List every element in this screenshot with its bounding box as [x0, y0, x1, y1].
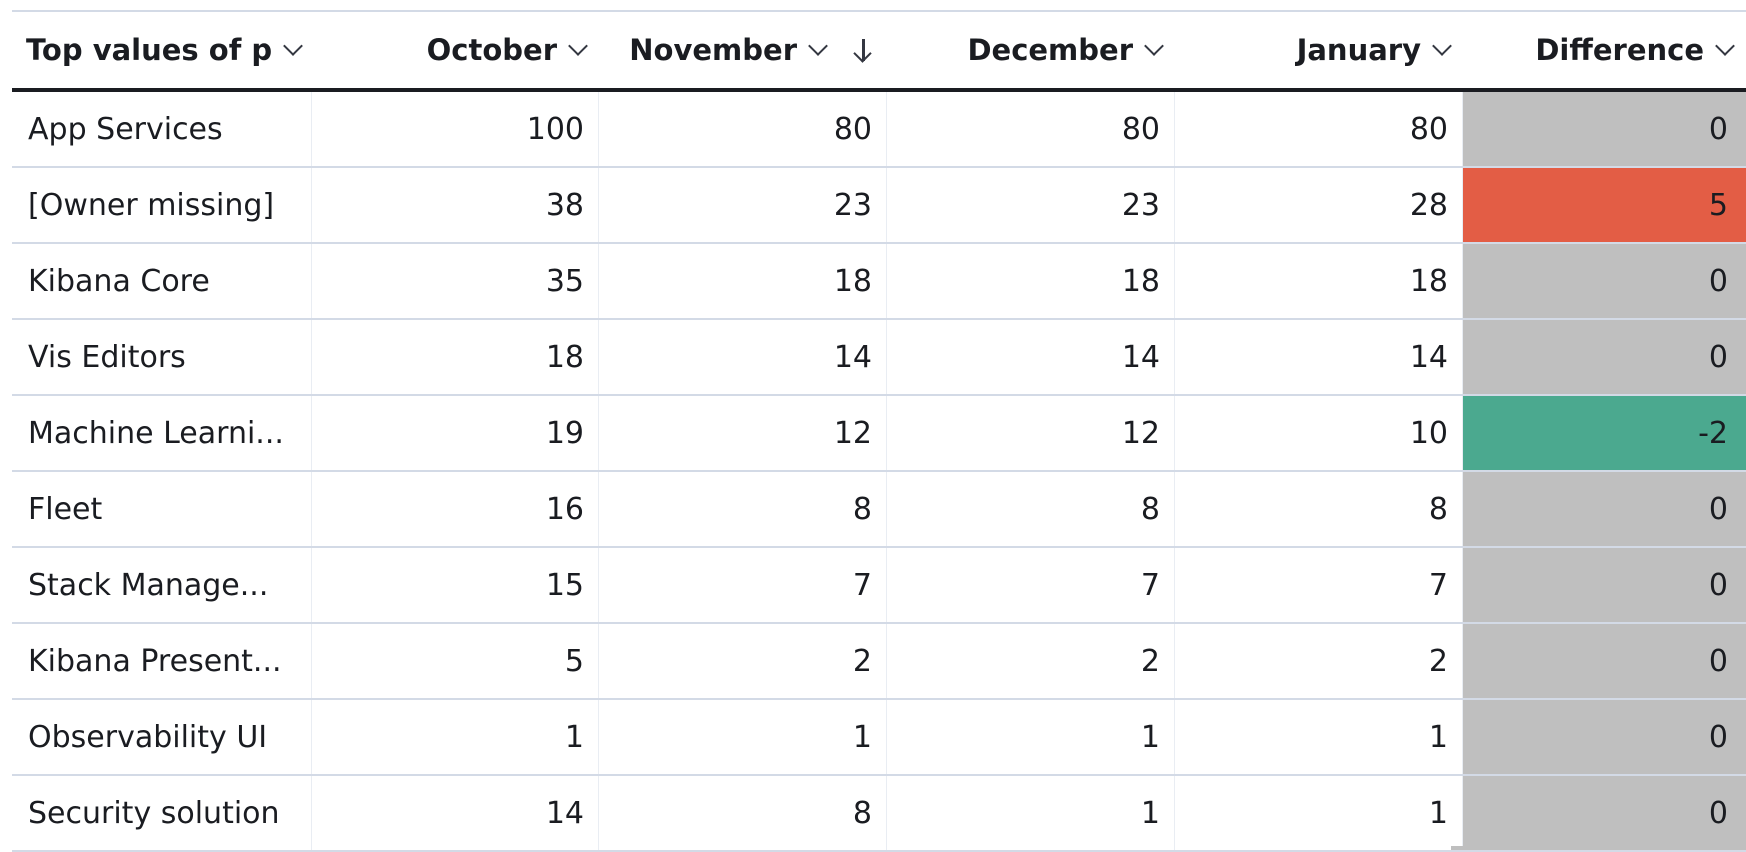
cell-top-value[interactable]: App Services — [12, 92, 312, 166]
cell-top-value[interactable]: Machine Learni... — [12, 396, 312, 470]
table-header: Top values of p October November Decembe… — [12, 12, 1746, 92]
table-row: Kibana Core 35 18 18 18 0 — [12, 244, 1746, 320]
cell-top-value[interactable]: Security solution — [12, 776, 312, 850]
cell-december[interactable]: 23 — [887, 168, 1175, 242]
column-header-november[interactable]: November — [599, 12, 887, 88]
cell-november[interactable]: 1 — [599, 700, 887, 774]
cell-top-value[interactable]: [Owner missing] — [12, 168, 312, 242]
cell-difference[interactable]: 0 — [1463, 244, 1746, 318]
cell-top-value[interactable]: Stack Manage... — [12, 548, 312, 622]
column-header-label: December — [967, 33, 1133, 67]
data-table: Top values of p October November Decembe… — [12, 10, 1746, 852]
cell-december[interactable]: 7 — [887, 548, 1175, 622]
cell-january[interactable]: 80 — [1175, 92, 1463, 166]
cell-top-value[interactable]: Fleet — [12, 472, 312, 546]
chevron-down-icon[interactable] — [1715, 36, 1735, 56]
cell-october[interactable]: 1 — [312, 700, 599, 774]
column-header-january[interactable]: January — [1175, 12, 1463, 88]
cell-difference[interactable]: 0 — [1463, 700, 1746, 774]
cell-difference[interactable]: 0 — [1463, 624, 1746, 698]
chevron-down-icon[interactable] — [808, 36, 828, 56]
column-header-difference[interactable]: Difference — [1463, 12, 1746, 88]
cell-november[interactable]: 18 — [599, 244, 887, 318]
column-header-label: October — [426, 33, 557, 67]
cell-november[interactable]: 12 — [599, 396, 887, 470]
cell-october[interactable]: 38 — [312, 168, 599, 242]
cell-december[interactable]: 14 — [887, 320, 1175, 394]
column-header-top-values[interactable]: Top values of p — [12, 12, 312, 88]
chevron-down-icon[interactable] — [1432, 36, 1452, 56]
cell-october[interactable]: 18 — [312, 320, 599, 394]
cell-december[interactable]: 80 — [887, 92, 1175, 166]
cell-november[interactable]: 23 — [599, 168, 887, 242]
table-row: Kibana Present... 5 2 2 2 0 — [12, 624, 1746, 700]
cell-january[interactable]: 28 — [1175, 168, 1463, 242]
difference-column-overflow — [1451, 846, 1734, 850]
cell-november[interactable]: 14 — [599, 320, 887, 394]
cell-october[interactable]: 100 — [312, 92, 599, 166]
cell-january[interactable]: 1 — [1175, 776, 1463, 850]
cell-january[interactable]: 7 — [1175, 548, 1463, 622]
cell-january[interactable]: 10 — [1175, 396, 1463, 470]
cell-december[interactable]: 18 — [887, 244, 1175, 318]
cell-december[interactable]: 12 — [887, 396, 1175, 470]
chevron-down-icon[interactable] — [283, 36, 304, 56]
cell-top-value[interactable]: Observability UI — [12, 700, 312, 774]
cell-difference[interactable]: 5 — [1463, 168, 1746, 242]
cell-difference[interactable]: 0 — [1463, 548, 1746, 622]
table-row: Observability UI 1 1 1 1 0 — [12, 700, 1746, 776]
cell-october[interactable]: 15 — [312, 548, 599, 622]
cell-november[interactable]: 8 — [599, 776, 887, 850]
chevron-down-icon[interactable] — [568, 36, 588, 56]
table-row: Vis Editors 18 14 14 14 0 — [12, 320, 1746, 396]
cell-october[interactable]: 16 — [312, 472, 599, 546]
cell-difference[interactable]: 0 — [1463, 320, 1746, 394]
cell-difference[interactable]: 0 — [1463, 92, 1746, 166]
column-header-label: Difference — [1535, 33, 1704, 67]
table-body: App Services 100 80 80 80 0 [Owner missing] 38 2… — [12, 92, 1746, 852]
cell-difference[interactable]: 0 — [1463, 776, 1746, 850]
cell-october[interactable]: 14 — [312, 776, 599, 850]
cell-january[interactable]: 1 — [1175, 700, 1463, 774]
table-row: [Owner missing] 38 23 23 28 5 — [12, 168, 1746, 244]
table-row: Stack Manage... 15 7 7 7 0 — [12, 548, 1746, 624]
cell-november[interactable]: 2 — [599, 624, 887, 698]
cell-january[interactable]: 8 — [1175, 472, 1463, 546]
cell-top-value[interactable]: Kibana Core — [12, 244, 312, 318]
table-row: Security solution 14 8 1 1 0 — [12, 776, 1746, 852]
table-row: Machine Learni... 19 12 12 10 -2 — [12, 396, 1746, 472]
cell-october[interactable]: 35 — [312, 244, 599, 318]
table-row: Fleet 16 8 8 8 0 — [12, 472, 1746, 548]
column-header-label: January — [1296, 33, 1421, 67]
column-header-label: November — [629, 33, 797, 67]
cell-january[interactable]: 14 — [1175, 320, 1463, 394]
cell-december[interactable]: 2 — [887, 624, 1175, 698]
chevron-down-icon[interactable] — [1144, 36, 1164, 56]
cell-october[interactable]: 19 — [312, 396, 599, 470]
column-header-label: Top values of p — [26, 33, 273, 67]
cell-top-value[interactable]: Vis Editors — [12, 320, 312, 394]
cell-november[interactable]: 7 — [599, 548, 887, 622]
column-header-october[interactable]: October — [312, 12, 599, 88]
cell-october[interactable]: 5 — [312, 624, 599, 698]
cell-difference[interactable]: 0 — [1463, 472, 1746, 546]
cell-january[interactable]: 2 — [1175, 624, 1463, 698]
cell-december[interactable]: 1 — [887, 776, 1175, 850]
cell-november[interactable]: 8 — [599, 472, 887, 546]
cell-november[interactable]: 80 — [599, 92, 887, 166]
cell-difference[interactable]: -2 — [1463, 396, 1746, 470]
cell-top-value[interactable]: Kibana Present... — [12, 624, 312, 698]
cell-january[interactable]: 18 — [1175, 244, 1463, 318]
arrow-down-icon[interactable] — [853, 37, 873, 63]
column-header-december[interactable]: December — [887, 12, 1175, 88]
table-row: App Services 100 80 80 80 0 — [12, 92, 1746, 168]
cell-december[interactable]: 1 — [887, 700, 1175, 774]
cell-december[interactable]: 8 — [887, 472, 1175, 546]
